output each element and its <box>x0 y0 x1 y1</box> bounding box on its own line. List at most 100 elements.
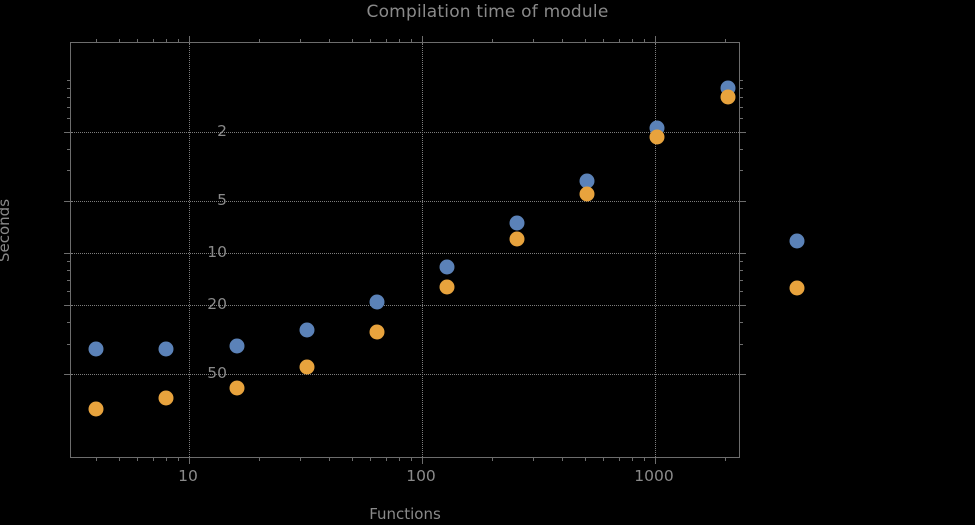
x-axis-tick-minor <box>166 457 168 461</box>
gridline-vertical <box>189 43 190 457</box>
y-axis-tick-minor <box>739 79 743 81</box>
gridline-horizontal <box>71 132 739 133</box>
x-axis-tick-minor <box>166 39 168 43</box>
y-axis-tick-minor <box>739 343 743 345</box>
data-point-series_b <box>649 129 665 145</box>
x-axis-tick-minor <box>725 457 727 461</box>
x-axis-tick-minor <box>584 39 586 43</box>
y-axis-tick-minor <box>67 148 71 150</box>
y-axis-tick-label: 50 <box>207 364 227 382</box>
y-axis-tick-label: 20 <box>207 295 227 314</box>
gridline-vertical <box>655 43 656 457</box>
data-point-series_a <box>88 341 104 357</box>
y-axis-tick-major <box>739 253 746 254</box>
x-axis-tick-minor <box>178 457 180 461</box>
gridline-horizontal <box>71 374 739 375</box>
gridline-horizontal <box>71 253 739 254</box>
x-axis-tick-minor <box>259 457 261 461</box>
y-axis-tick-major <box>64 253 71 254</box>
y-axis-tick-minor <box>67 291 71 293</box>
data-point-series_b <box>579 186 595 202</box>
x-axis-tick-label: 10 <box>178 467 198 485</box>
x-axis-tick-major <box>422 36 423 43</box>
x-axis-tick-minor <box>533 457 535 461</box>
y-axis-tick-minor <box>739 148 743 150</box>
y-axis-tick-minor <box>739 170 743 172</box>
x-axis-tick-minor <box>329 457 331 461</box>
data-point-series_b <box>439 279 455 295</box>
x-axis-title: Functions <box>369 505 441 523</box>
x-axis-tick-minor <box>632 457 634 461</box>
y-axis-tick-minor <box>739 106 743 108</box>
y-axis-tick-minor <box>739 96 743 98</box>
data-point-series_b <box>299 359 315 375</box>
x-axis-tick-minor <box>533 39 535 43</box>
x-axis-tick-minor <box>118 39 120 43</box>
y-axis-title: Seconds <box>0 198 13 262</box>
y-axis-tick-minor <box>67 269 71 271</box>
x-axis-tick-minor <box>351 39 353 43</box>
y-axis-tick-minor <box>739 118 743 120</box>
y-axis-tick-major <box>739 132 746 133</box>
x-axis-tick-minor <box>300 457 302 461</box>
x-axis-tick-minor <box>137 39 139 43</box>
x-axis-tick-minor <box>96 457 98 461</box>
y-axis-tick-major <box>64 132 71 133</box>
y-axis-tick-minor <box>67 343 71 345</box>
gridline-horizontal <box>71 305 739 307</box>
x-axis-tick-minor <box>399 39 401 43</box>
data-point-series_b <box>369 324 385 340</box>
x-axis-tick-minor <box>300 39 302 43</box>
gridline-vertical <box>422 43 423 457</box>
x-axis-tick-minor <box>618 39 620 43</box>
data-point-series_b <box>88 401 104 417</box>
x-axis-tick-minor <box>399 457 401 461</box>
chart-title: Compilation time of module <box>366 2 609 22</box>
data-point-series_b <box>789 280 805 296</box>
data-point-series_b <box>229 380 245 396</box>
x-axis-tick-major <box>655 457 656 464</box>
x-axis-tick-minor <box>618 457 620 461</box>
x-axis-tick-minor <box>329 39 331 43</box>
y-axis-tick-minor <box>739 291 743 293</box>
x-axis-tick-major <box>189 457 190 464</box>
data-point-series_a <box>158 341 174 357</box>
x-axis-tick-minor <box>385 39 387 43</box>
x-axis-tick-minor <box>492 39 494 43</box>
x-axis-tick-major <box>422 457 423 464</box>
y-axis-tick-minor <box>67 279 71 281</box>
y-axis-tick-label: 5 <box>217 190 227 209</box>
y-axis-tick-major <box>739 305 746 307</box>
y-axis-tick-label: 10 <box>207 243 227 261</box>
x-axis-tick-major <box>655 36 656 43</box>
y-axis-tick-minor <box>67 321 71 323</box>
x-axis-tick-minor <box>137 457 139 461</box>
y-axis-tick-minor <box>67 118 71 120</box>
y-axis-tick-major <box>64 305 71 307</box>
x-axis-tick-minor <box>118 457 120 461</box>
x-axis-tick-minor <box>492 457 494 461</box>
x-axis-tick-minor <box>644 39 646 43</box>
data-point-series_a <box>299 322 315 338</box>
y-axis-tick-minor <box>67 260 71 262</box>
data-point-series_a <box>579 173 595 189</box>
x-axis-tick-minor <box>584 457 586 461</box>
y-axis-tick-minor <box>739 321 743 323</box>
x-axis-tick-minor <box>351 457 353 461</box>
data-point-series_a <box>509 215 525 231</box>
data-point-series_b <box>720 89 736 105</box>
gridline-horizontal <box>71 200 739 202</box>
y-axis-tick-label: 2 <box>217 122 227 140</box>
x-axis-tick-minor <box>152 39 154 43</box>
y-axis-tick-minor <box>67 96 71 98</box>
x-axis-tick-minor <box>370 39 372 43</box>
data-point-series_a <box>789 233 805 249</box>
data-point-series_b <box>509 231 525 247</box>
y-axis-tick-major <box>64 200 71 202</box>
x-axis-tick-minor <box>603 457 605 461</box>
x-axis-tick-minor <box>385 457 387 461</box>
x-axis-tick-label: 100 <box>406 467 436 485</box>
plot-frame <box>64 36 746 464</box>
data-point-series_a <box>439 259 455 275</box>
x-axis-tick-minor <box>725 39 727 43</box>
